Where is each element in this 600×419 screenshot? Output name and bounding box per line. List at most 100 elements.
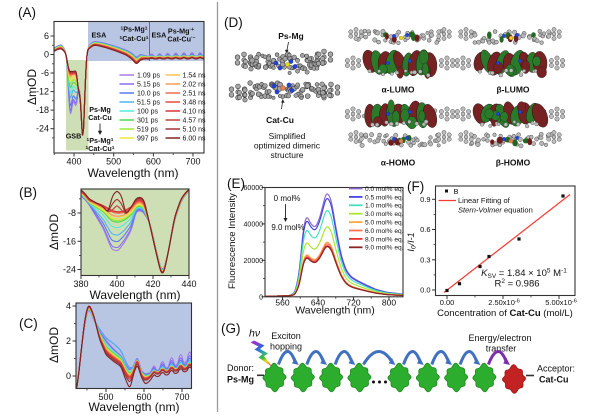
svg-text:β-HOMO: β-HOMO	[496, 158, 531, 168]
svg-text:1.54 ns: 1.54 ns	[183, 73, 206, 80]
svg-text:3.0 mol% eq.: 3.0 mol% eq.	[365, 211, 404, 218]
svg-text:hopping: hopping	[270, 342, 302, 352]
svg-text:Concentration of Cat-Cu (mol/L: Concentration of Cat-Cu (mol/L)	[437, 308, 573, 319]
svg-text:(D): (D)	[224, 15, 243, 30]
svg-text:Stern-Volmer equation: Stern-Volmer equation	[458, 205, 533, 214]
svg-text:Ps-Mg: Ps-Mg	[89, 105, 111, 114]
svg-text:Wavelength (nm): Wavelength (nm)	[295, 305, 375, 317]
svg-text:0.9: 0.9	[420, 195, 430, 204]
svg-text:10.0 ps: 10.0 ps	[137, 91, 160, 98]
svg-text:-24: -24	[63, 265, 76, 275]
svg-text:Ps-Mg: Ps-Mg	[278, 31, 304, 41]
svg-text:(G): (G)	[221, 321, 241, 336]
svg-text:Simplified: Simplified	[269, 131, 306, 141]
svg-text:Ps-Mg: Ps-Mg	[227, 375, 254, 385]
svg-text:0.6: 0.6	[420, 225, 430, 234]
svg-text:0.3: 0.3	[420, 255, 430, 264]
svg-text:transfer: transfer	[486, 344, 517, 354]
svg-text:-8: -8	[68, 208, 76, 218]
svg-text:500: 500	[106, 157, 121, 167]
svg-text:51.5 ps: 51.5 ps	[137, 100, 160, 107]
svg-text:structure: structure	[270, 150, 303, 160]
svg-text:-6: -6	[41, 68, 49, 78]
svg-text:1.0 mol% eq.: 1.0 mol% eq.	[365, 203, 404, 210]
svg-text:440: 440	[181, 279, 196, 289]
svg-text:ΔmOD: ΔmOD	[47, 327, 61, 363]
svg-text:β-LUMO: β-LUMO	[496, 85, 529, 95]
svg-text:380: 380	[73, 279, 88, 289]
svg-text:(B): (B)	[19, 185, 37, 200]
svg-text:α-LUMO: α-LUMO	[381, 85, 414, 95]
svg-text:Wavelength (nm): Wavelength (nm)	[90, 288, 181, 302]
svg-text:9.0 mol% eq.: 9.0 mol% eq.	[365, 245, 404, 252]
svg-text:800: 800	[382, 298, 396, 308]
svg-text:-24: -24	[36, 124, 49, 134]
svg-text:1Cat-Cu1: 1Cat-Cu1	[120, 34, 149, 43]
svg-text:I0/I-1: I0/I-1	[406, 232, 418, 251]
svg-text:Energy/electron: Energy/electron	[468, 333, 531, 343]
svg-text:0.0: 0.0	[420, 286, 430, 295]
svg-text:R2 = 0.986: R2 = 0.986	[494, 278, 539, 290]
svg-text:420: 420	[145, 279, 160, 289]
svg-text:Cat-Cu: Cat-Cu	[88, 113, 112, 122]
svg-text:Linear Fitting of: Linear Fitting of	[458, 196, 511, 205]
svg-text:-16: -16	[63, 236, 76, 246]
svg-text:700: 700	[174, 392, 189, 402]
svg-text:(C): (C)	[19, 316, 38, 331]
svg-text:ΔmOD: ΔmOD	[25, 69, 39, 105]
svg-text:400: 400	[66, 157, 81, 167]
svg-text:hν: hν	[249, 328, 261, 340]
svg-text:5.0 mol% eq.: 5.0 mol% eq.	[365, 220, 404, 227]
svg-text:600: 600	[136, 392, 151, 402]
svg-text:α-HOMO: α-HOMO	[381, 158, 416, 168]
svg-text:0: 0	[259, 294, 263, 301]
svg-text:(F): (F)	[407, 179, 424, 194]
svg-text:400: 400	[109, 279, 124, 289]
svg-text:640: 640	[311, 298, 325, 308]
svg-text:ESA: ESA	[152, 31, 167, 40]
svg-text:1Cat-Cu1: 1Cat-Cu1	[86, 144, 115, 153]
svg-text:Wavelength (nm): Wavelength (nm)	[89, 400, 180, 414]
svg-text:997 ps: 997 ps	[137, 136, 159, 143]
svg-text:2: 2	[66, 336, 71, 346]
svg-text:560: 560	[275, 298, 289, 308]
svg-text:B: B	[454, 187, 459, 196]
svg-text:GSB: GSB	[66, 132, 82, 141]
svg-text:4: 4	[66, 301, 71, 311]
svg-text:ΔmOD: ΔmOD	[47, 214, 61, 250]
svg-text:2.51 ns: 2.51 ns	[183, 91, 206, 98]
svg-text:6.00 ns: 6.00 ns	[183, 136, 206, 143]
svg-text:Donor:: Donor:	[227, 363, 254, 373]
svg-text:20000: 20000	[244, 258, 264, 265]
svg-text:Fluorescence Intensity: Fluorescence Intensity	[227, 193, 238, 289]
svg-text:8.0 mol% eq.: 8.0 mol% eq.	[365, 236, 404, 243]
svg-text:720: 720	[346, 298, 360, 308]
svg-text:0 mol%: 0 mol%	[274, 194, 301, 203]
svg-text:1Ps-Mg1: 1Ps-Mg1	[121, 25, 148, 34]
svg-text:0.00: 0.00	[440, 298, 455, 307]
svg-text:Cat-Cu: Cat-Cu	[539, 375, 569, 385]
svg-text:0.5 mol% eq.: 0.5 mol% eq.	[365, 194, 404, 201]
svg-text:Acceptor:: Acceptor:	[537, 364, 575, 374]
svg-text:(E): (E)	[227, 176, 245, 191]
svg-text:2.02 ns: 2.02 ns	[183, 82, 206, 89]
svg-text:700: 700	[185, 157, 200, 167]
svg-text:KSV = 1.84 × 105 M-1: KSV = 1.84 × 105 M-1	[481, 268, 567, 281]
svg-text:Ps-Mg·+: Ps-Mg·+	[168, 27, 194, 36]
svg-text:5.10 ns: 5.10 ns	[183, 127, 206, 134]
svg-text:-12: -12	[36, 87, 49, 97]
svg-text:40000: 40000	[244, 222, 264, 229]
svg-text:5.00x10-6: 5.00x10-6	[545, 298, 577, 307]
svg-text:0: 0	[66, 371, 71, 381]
svg-text:5.15 ps: 5.15 ps	[137, 82, 160, 89]
svg-text:301 ps: 301 ps	[137, 118, 159, 125]
svg-text:Cat-Cu·−: Cat-Cu·−	[167, 35, 195, 44]
svg-text:Cat-Cu: Cat-Cu	[266, 115, 294, 125]
svg-text:4.10 ns: 4.10 ns	[183, 109, 206, 116]
svg-text:optimized dimeric: optimized dimeric	[254, 141, 321, 151]
svg-text:100 ps: 100 ps	[137, 109, 159, 116]
svg-text:600: 600	[146, 157, 161, 167]
svg-text:3.48 ns: 3.48 ns	[183, 100, 206, 107]
svg-text:0: 0	[44, 50, 49, 60]
svg-text:Exciton: Exciton	[271, 331, 301, 341]
